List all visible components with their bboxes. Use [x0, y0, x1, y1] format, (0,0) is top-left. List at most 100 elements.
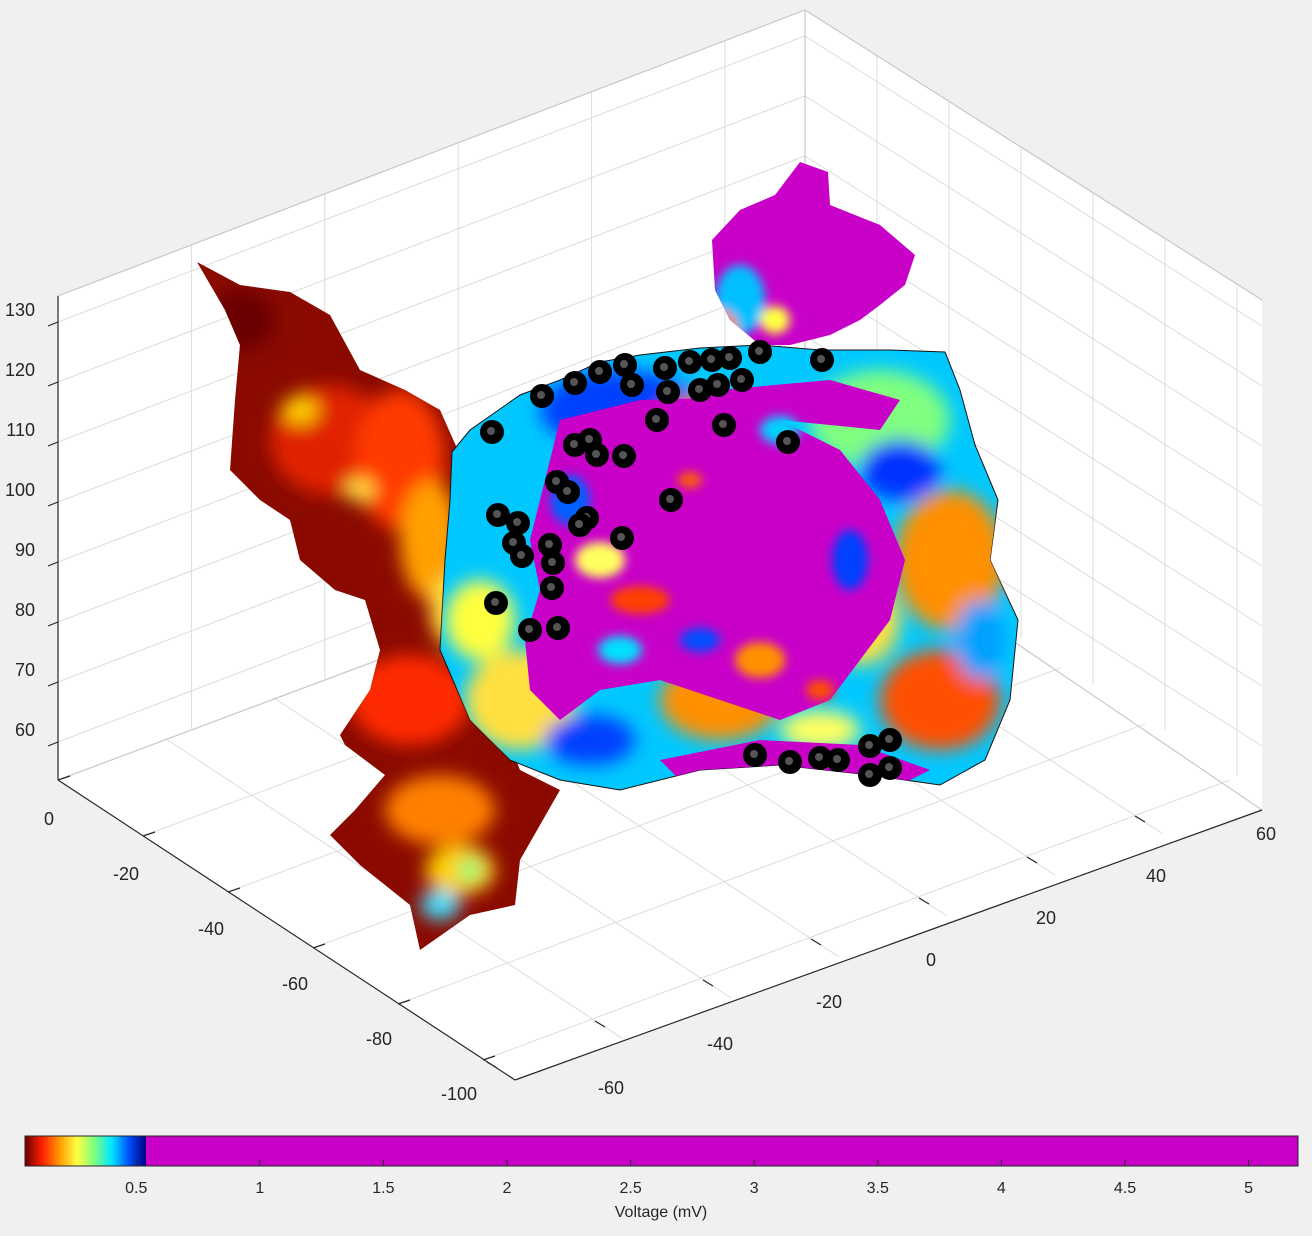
x-tick-mark: [1134, 815, 1146, 823]
electrode-point: [620, 373, 644, 397]
main-chamber-surface: [439, 344, 1019, 791]
z-tick-mark: [47, 561, 59, 567]
electrode-point: [645, 408, 669, 432]
electrode-point: [484, 591, 508, 615]
x-tick-label: 60: [1256, 824, 1276, 844]
z-tick-label: 120: [5, 360, 35, 380]
colorbar-tick-label: 3.5: [867, 1180, 889, 1197]
x-tick-label: -20: [816, 992, 842, 1012]
z-tick-label: 100: [5, 480, 35, 500]
colorbar-tick-label: 1: [255, 1180, 264, 1197]
colorbar-tick-label: 0.5: [125, 1180, 147, 1197]
x-axis: -60 -40 -20 0 20 40 60: [598, 824, 1276, 1098]
electrode-point: [858, 763, 882, 787]
x-tick-mark: [1026, 856, 1038, 864]
electrode-point: [659, 488, 683, 512]
colorbar-tick-label: 2.5: [619, 1180, 641, 1197]
electrode-point: [656, 380, 680, 404]
grid-line: [57, 215, 806, 503]
colorbar-frame: [24, 1135, 1299, 1167]
z-tick-mark: [47, 681, 59, 687]
electrode-point: [538, 533, 562, 557]
y-tick-label: -20: [113, 864, 139, 884]
electrode-point: [563, 371, 587, 395]
colorbar-tick-label: 5: [1244, 1180, 1253, 1197]
colorbar-tick-label: 3: [750, 1180, 759, 1197]
z-tick-label: 60: [15, 720, 35, 740]
y-axis: 0 -20 -40 -60 -80 -100: [44, 809, 477, 1104]
colorbar-tick-label: 2: [503, 1180, 512, 1197]
electrode-point: [612, 444, 636, 468]
z-tick-mark: [47, 741, 59, 747]
electrode-point: [518, 618, 542, 642]
grid-line: [804, 35, 1263, 327]
electrode-point: [778, 750, 802, 774]
y-tick-label: -60: [282, 974, 308, 994]
electrode-point: [730, 368, 754, 392]
electrode-point: [540, 576, 564, 600]
y-tick-label: -80: [366, 1029, 392, 1049]
grid-line: [804, 275, 1263, 567]
z-tick-label: 70: [15, 660, 35, 680]
z-tick-mark: [47, 441, 59, 447]
z-tick-label: 130: [5, 300, 35, 320]
z-tick-mark: [47, 621, 59, 627]
colorbar[interactable]: 0.5 1 1.5 2 2.5 3 3.5 4 4.5 5 Voltage (mV): [24, 1135, 1299, 1221]
z-tick-mark: [47, 321, 59, 327]
axis-lines: [57, 296, 1263, 1081]
electrode-point: [776, 430, 800, 454]
electrode-point: [858, 734, 882, 758]
electrode-point: [541, 551, 565, 575]
x-tick-mark: [918, 897, 930, 905]
electrode-point: [613, 353, 637, 377]
electrode-point: [678, 350, 702, 374]
y-tick-label: -100: [441, 1084, 477, 1104]
colorbar-tick-label: 4: [997, 1180, 1006, 1197]
electrode-point: [610, 526, 634, 550]
grid-line: [482, 779, 1231, 1061]
x-tick-label: 0: [926, 950, 936, 970]
colorbar-tick-label: 4.5: [1114, 1180, 1136, 1197]
colorbar-saturated: [146, 1136, 1298, 1166]
electrode-point: [506, 511, 530, 535]
x-tick-mark: [702, 979, 714, 987]
y-tick-mark: [142, 831, 156, 837]
grid-lines: [57, 10, 1263, 1081]
x-tick-label: -40: [707, 1034, 733, 1054]
electrode-point: [700, 348, 724, 372]
grid-line: [804, 95, 1263, 387]
grid-line: [57, 35, 806, 323]
y-tick-mark: [227, 887, 241, 893]
electrode-point: [706, 373, 730, 397]
colorbar-gradient: [25, 1136, 146, 1166]
z-tick-label: 80: [15, 600, 35, 620]
electrode-points: [480, 340, 902, 787]
colorbar-title: Voltage (mV): [615, 1204, 707, 1221]
electrode-point: [546, 616, 570, 640]
y-tick-mark: [397, 999, 411, 1005]
electrode-point: [585, 443, 609, 467]
electrode-point: [688, 378, 712, 402]
electrode-point: [810, 348, 834, 372]
z-axis: 130 120 110 100 90 80 70 60: [5, 300, 35, 740]
electrode-point: [878, 756, 902, 780]
grid-line: [804, 155, 1263, 447]
electrode-point: [480, 420, 504, 444]
electrode-point: [718, 346, 742, 370]
y-tick-label: 0: [44, 809, 54, 829]
z-tick-label: 90: [15, 540, 35, 560]
x-tick-label: 20: [1036, 908, 1056, 928]
z-tick-mark: [47, 381, 59, 387]
electrode-point: [748, 340, 772, 364]
electrode-point: [653, 356, 677, 380]
y-tick-label: -40: [198, 919, 224, 939]
electrode-point: [568, 513, 592, 537]
axis-tick-marks: [47, 321, 1146, 1069]
grid-line: [57, 155, 806, 443]
y-tick-mark: [312, 943, 326, 949]
z-tick-mark: [47, 501, 59, 507]
x-tick-mark: [594, 1020, 606, 1028]
z-tick-label: 110: [6, 420, 35, 440]
x-tick-label: 40: [1146, 866, 1166, 886]
